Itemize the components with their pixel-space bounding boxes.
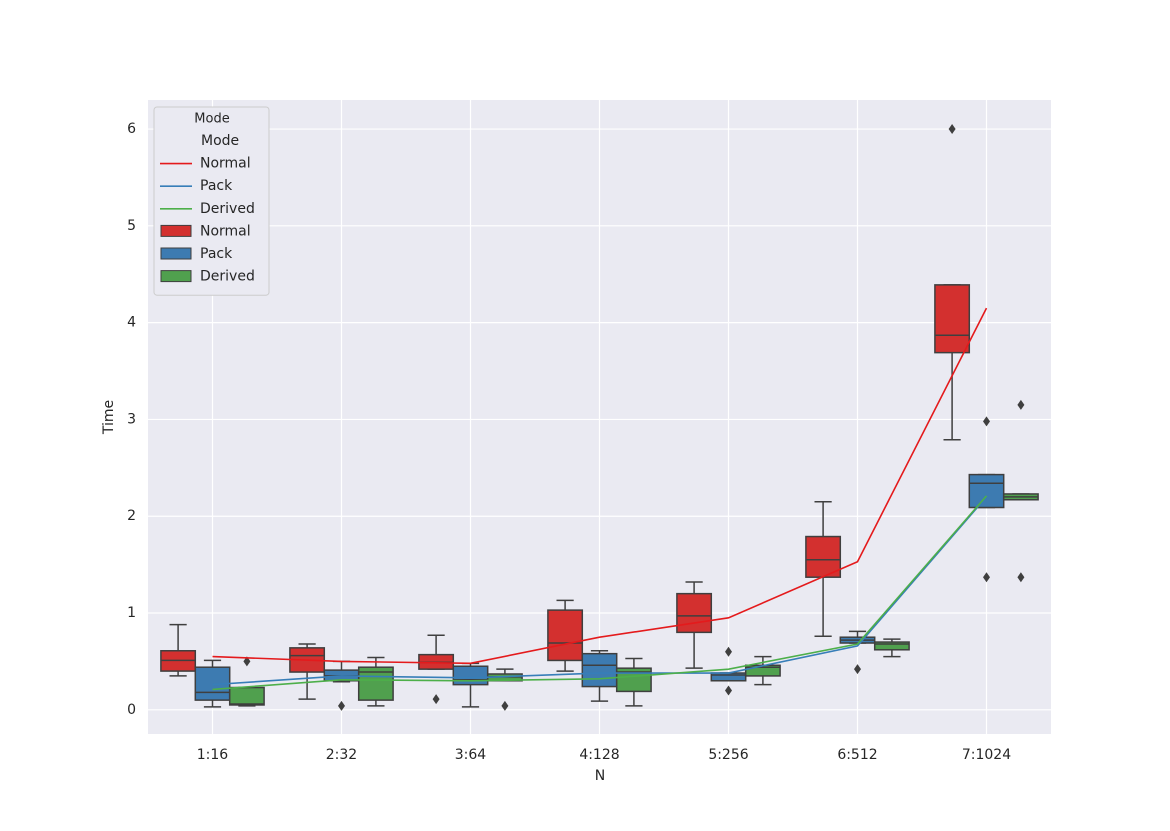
box xyxy=(934,284,971,354)
legend-label: Normal xyxy=(200,156,251,172)
box xyxy=(615,667,652,693)
legend-swatch xyxy=(160,224,192,237)
y-tick-label: 0 xyxy=(127,702,136,718)
box xyxy=(581,652,618,688)
outlier xyxy=(1017,572,1025,583)
outlier xyxy=(501,700,509,711)
line xyxy=(212,496,988,686)
x-tick-label: 5:256 xyxy=(708,747,748,763)
y-tick-label: 3 xyxy=(127,411,136,427)
y-axis-label: Time xyxy=(101,400,117,435)
x-tick-label: 4:128 xyxy=(579,747,619,763)
y-tick-label: 5 xyxy=(127,218,136,234)
outlier xyxy=(432,694,440,705)
outlier xyxy=(243,656,251,667)
legend-title: Mode xyxy=(194,112,229,127)
y-tick-label: 4 xyxy=(127,315,136,331)
box xyxy=(676,592,713,634)
outlier xyxy=(983,572,990,583)
box xyxy=(452,665,489,686)
legend-swatch xyxy=(160,270,192,283)
box xyxy=(710,672,747,682)
outlier xyxy=(338,700,345,711)
line xyxy=(212,307,988,665)
x-tick-label: 2:32 xyxy=(326,747,357,763)
y-tick-label: 6 xyxy=(127,121,136,137)
outlier xyxy=(725,646,732,657)
outlier xyxy=(1017,399,1025,410)
x-tick-label: 3:64 xyxy=(455,747,487,763)
legend-swatch xyxy=(160,247,192,260)
legend-label: Pack xyxy=(200,246,233,262)
x-tick-label: 6:512 xyxy=(837,747,877,763)
x-axis-label: N xyxy=(595,768,605,784)
legend-label: Derived xyxy=(200,269,255,285)
y-tick-label: 1 xyxy=(127,605,136,621)
box xyxy=(547,609,584,662)
outlier xyxy=(725,685,732,696)
line xyxy=(212,495,988,691)
outlier xyxy=(854,664,861,675)
legend-label: Pack xyxy=(200,178,233,194)
legend-header: Mode xyxy=(201,133,239,149)
y-tick-label: 2 xyxy=(127,508,136,524)
box xyxy=(228,686,265,706)
box xyxy=(968,473,1005,509)
legend-label: Normal xyxy=(200,223,251,239)
legend-label: Derived xyxy=(200,201,255,217)
outlier xyxy=(983,416,990,427)
x-tick-label: 7:1024 xyxy=(962,747,1011,763)
box xyxy=(873,641,910,651)
outlier xyxy=(948,124,956,135)
x-tick-label: 1:16 xyxy=(197,747,229,763)
